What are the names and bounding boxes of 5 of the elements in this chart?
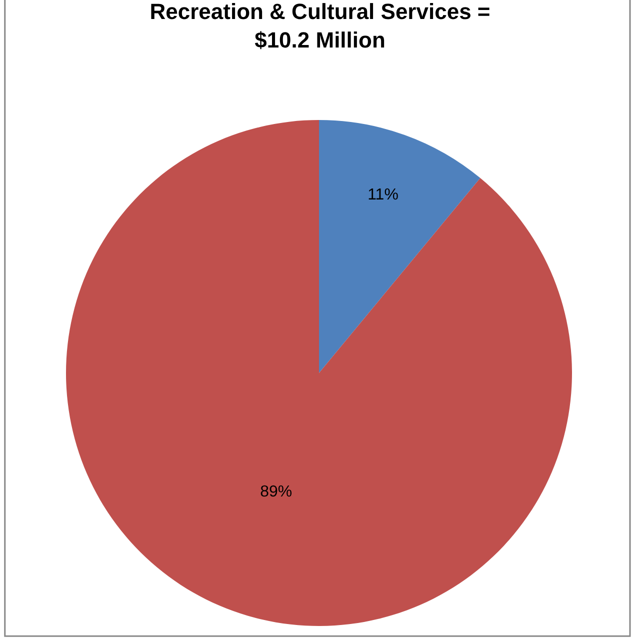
pie-slice [319,120,480,373]
chart-title: Recreation & Cultural Services = $10.2 Million [150,0,490,53]
pie-slice [66,120,572,626]
data-label: 11% [368,186,398,204]
data-label: 89% [260,484,292,501]
